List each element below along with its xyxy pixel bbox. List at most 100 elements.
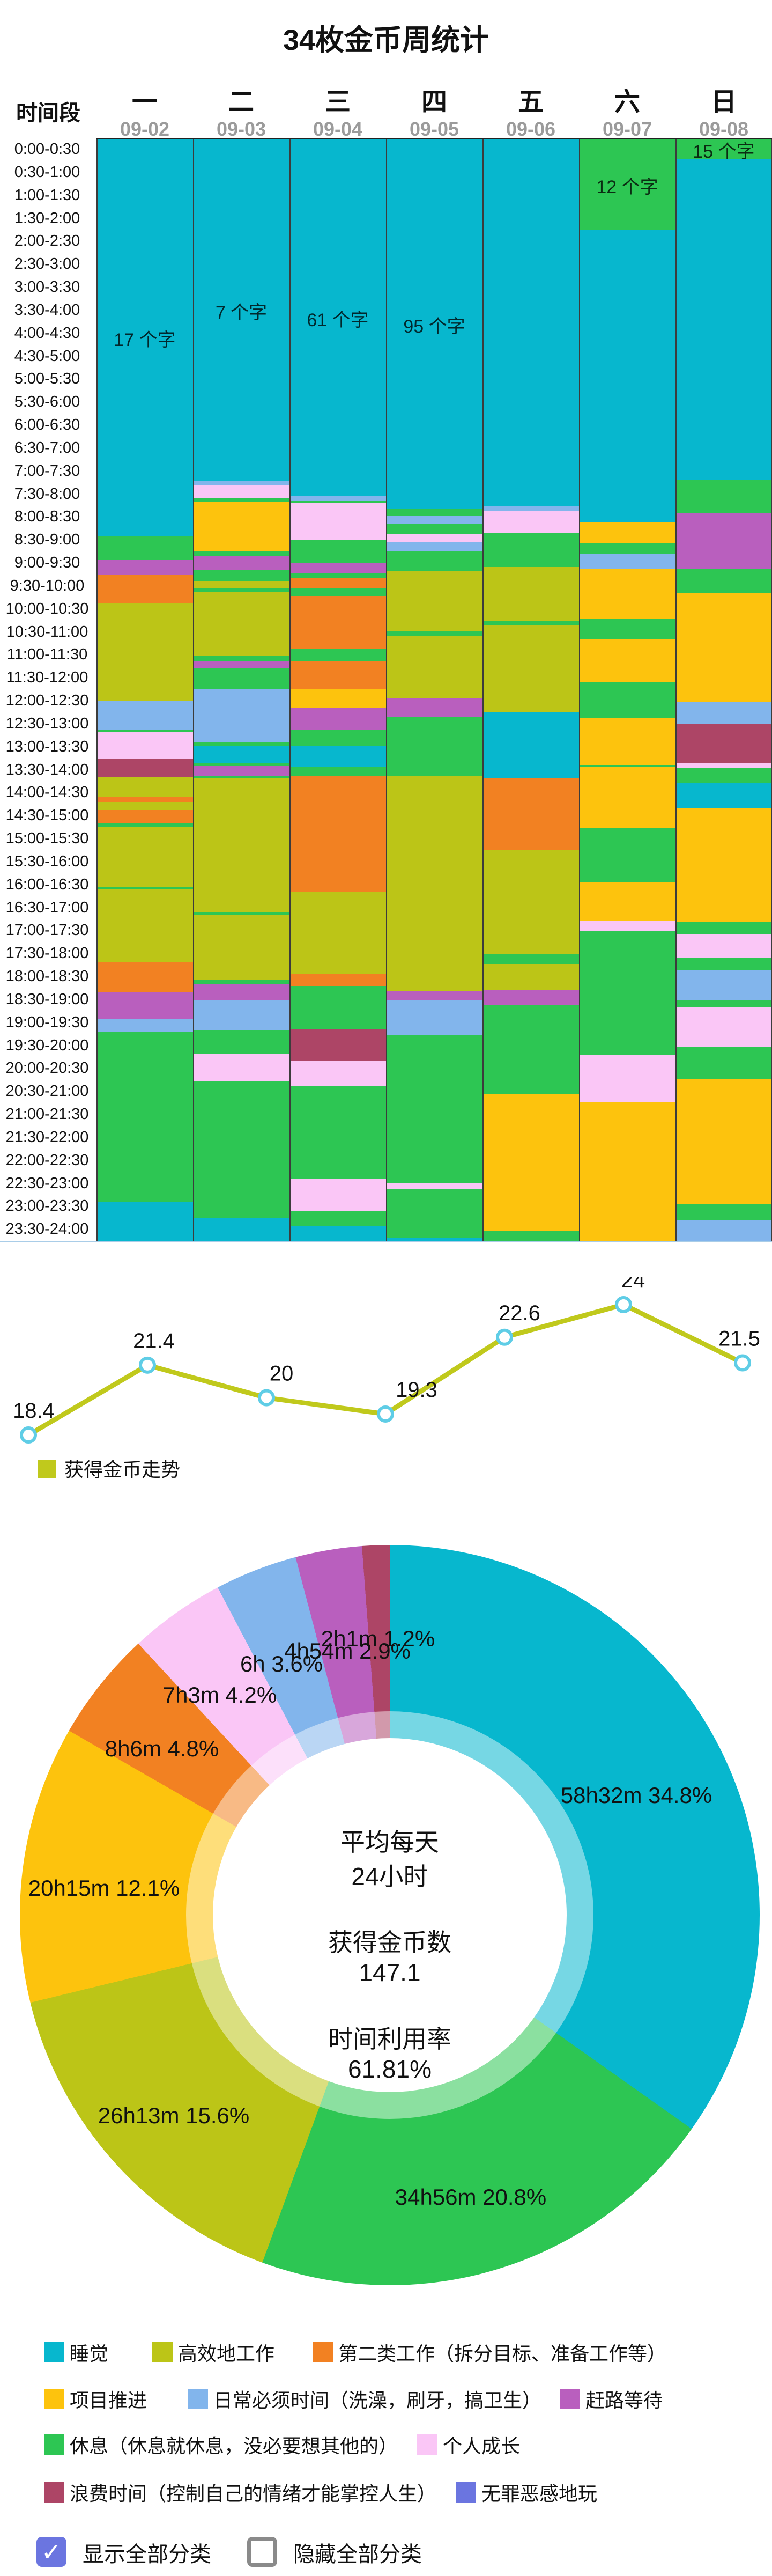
grid-segment-sleep[interactable] xyxy=(387,1237,482,1242)
grid-segment-work2[interactable] xyxy=(98,797,193,803)
grid-segment-work[interactable] xyxy=(484,964,579,990)
grid-segment-rest[interactable] xyxy=(387,523,482,534)
grid-segment-rest[interactable] xyxy=(194,656,290,661)
grid-segment-sleep[interactable] xyxy=(194,745,290,764)
grid-segment-rest[interactable] xyxy=(484,954,579,965)
trend-point-09-06[interactable] xyxy=(496,1328,513,1346)
grid-segment-rest[interactable] xyxy=(677,921,771,934)
grid-segment-rest[interactable] xyxy=(194,775,290,778)
grid-segment-rest[interactable] xyxy=(291,539,386,563)
grid-segment-work[interactable] xyxy=(291,891,386,974)
grid-segment-rest[interactable] xyxy=(677,957,771,970)
grid-segment-waste[interactable] xyxy=(98,759,193,778)
hide-all-label[interactable]: 隐藏全部分类 xyxy=(293,2543,422,2566)
grid-segment-rest[interactable] xyxy=(194,551,290,556)
grid-segment-work[interactable] xyxy=(194,778,290,912)
grid-segment-project[interactable] xyxy=(194,502,290,551)
grid-segment-rest[interactable] xyxy=(484,621,579,625)
grid-segment-rest[interactable] xyxy=(387,716,482,777)
grid-segment-rest[interactable] xyxy=(194,1081,290,1219)
grid-segment-growth[interactable] xyxy=(98,732,193,759)
grid-segment-rest[interactable] xyxy=(677,568,771,593)
grid-segment-rest[interactable] xyxy=(194,1030,290,1054)
grid-segment-growth[interactable] xyxy=(677,933,771,958)
grid-segment-rest[interactable] xyxy=(194,668,290,689)
grid-segment-sleep[interactable] xyxy=(677,783,771,809)
grid-segment-work2[interactable] xyxy=(98,574,193,603)
grid-segment-rest[interactable] xyxy=(387,1035,482,1183)
grid-segment-project[interactable] xyxy=(291,689,386,708)
grid-segment-rest[interactable] xyxy=(484,533,579,567)
grid-segment-work2[interactable] xyxy=(291,661,386,689)
grid-segment-sleep[interactable] xyxy=(194,1218,290,1243)
grid-segment-growth[interactable] xyxy=(580,1055,676,1102)
grid-segment-sleep[interactable] xyxy=(484,712,579,778)
grid-segment-rest[interactable] xyxy=(677,1203,771,1220)
grid-segment-rest[interactable] xyxy=(194,912,290,915)
grid-segment-commute[interactable] xyxy=(484,990,579,1006)
grid-segment-work2[interactable] xyxy=(484,777,579,850)
grid-segment-work[interactable] xyxy=(98,603,193,701)
grid-segment-work[interactable] xyxy=(484,625,579,712)
grid-segment-project[interactable] xyxy=(580,568,676,619)
grid-segment-rest[interactable] xyxy=(194,587,290,592)
grid-segment-rest[interactable] xyxy=(194,741,290,746)
grid-segment-growth[interactable] xyxy=(194,485,290,499)
grid-segment-rest[interactable] xyxy=(98,886,193,889)
grid-segment-growth[interactable] xyxy=(677,763,771,769)
grid-segment-project[interactable] xyxy=(677,1079,771,1204)
grid-segment-commute[interactable] xyxy=(194,555,290,570)
trend-point-09-08[interactable] xyxy=(734,1354,751,1372)
grid-segment-commute[interactable] xyxy=(291,562,386,573)
grid-segment-daily[interactable] xyxy=(484,505,579,511)
grid-segment-growth[interactable] xyxy=(387,1183,482,1190)
grid-segment-sleep[interactable] xyxy=(387,139,482,509)
grid-segment-sleep[interactable] xyxy=(484,139,579,506)
grid-segment-daily[interactable] xyxy=(291,495,386,501)
grid-segment-project[interactable] xyxy=(580,522,676,543)
show-all-label[interactable]: 显示全部分类 xyxy=(83,2543,211,2566)
grid-segment-commute[interactable] xyxy=(194,766,290,776)
grid-segment-daily[interactable] xyxy=(677,1220,771,1243)
grid-segment-rest[interactable] xyxy=(291,572,386,578)
grid-segment-work[interactable] xyxy=(387,570,482,631)
grid-segment-sleep[interactable] xyxy=(291,745,386,767)
grid-segment-sleep[interactable] xyxy=(291,139,386,496)
grid-segment-rest[interactable] xyxy=(677,1047,771,1080)
grid-segment-project[interactable] xyxy=(580,767,676,828)
grid-segment-work[interactable] xyxy=(194,580,290,588)
grid-segment-rest[interactable] xyxy=(677,479,771,513)
show-all-checkbox[interactable]: ✓ xyxy=(36,2537,66,2567)
grid-segment-rest[interactable] xyxy=(677,1000,771,1007)
grid-segment-work2[interactable] xyxy=(291,578,386,588)
grid-segment-daily[interactable] xyxy=(387,515,482,524)
grid-segment-rest[interactable] xyxy=(194,498,290,502)
grid-segment-rest[interactable] xyxy=(194,763,290,767)
grid-segment-work[interactable] xyxy=(484,566,579,621)
grid-segment-daily[interactable] xyxy=(98,700,193,730)
grid-segment-rest[interactable] xyxy=(387,509,482,516)
grid-segment-rest[interactable] xyxy=(580,618,676,639)
grid-segment-commute[interactable] xyxy=(98,992,193,1019)
grid-segment-growth[interactable] xyxy=(484,511,579,533)
grid-segment-rest[interactable] xyxy=(291,649,386,661)
grid-segment-rest[interactable] xyxy=(677,768,771,783)
grid-segment-project[interactable] xyxy=(677,808,771,922)
grid-segment-rest[interactable] xyxy=(580,543,676,554)
hide-all-checkbox[interactable] xyxy=(247,2537,277,2567)
grid-segment-daily[interactable] xyxy=(194,1000,290,1031)
grid-segment-project[interactable] xyxy=(580,882,676,921)
grid-segment-sleep[interactable] xyxy=(98,139,193,536)
grid-segment-daily[interactable] xyxy=(677,702,771,724)
grid-segment-daily[interactable] xyxy=(580,554,676,569)
grid-segment-rest[interactable] xyxy=(580,828,676,883)
grid-segment-work[interactable] xyxy=(194,915,290,980)
grid-segment-rest[interactable] xyxy=(580,139,676,230)
grid-segment-rest[interactable] xyxy=(484,1005,579,1095)
grid-segment-rest[interactable] xyxy=(291,985,386,1030)
grid-segment-sleep[interactable] xyxy=(677,159,771,480)
grid-segment-sleep[interactable] xyxy=(98,1202,193,1242)
grid-segment-commute[interactable] xyxy=(291,708,386,730)
grid-segment-rest[interactable] xyxy=(98,1032,193,1202)
grid-segment-commute[interactable] xyxy=(194,661,290,668)
